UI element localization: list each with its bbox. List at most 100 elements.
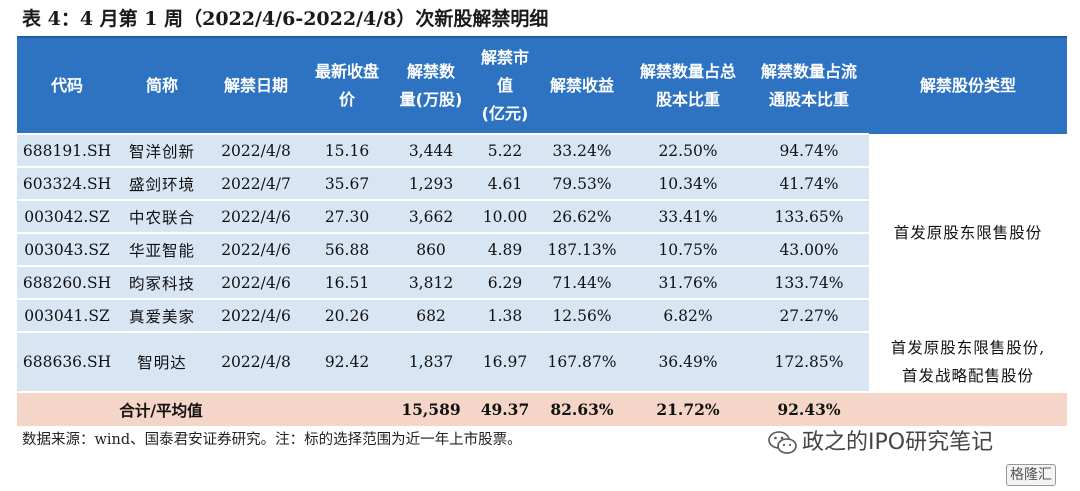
cell-price: 20.26 [305,298,389,332]
gelonghui-badge: 格隆汇 [1006,464,1056,486]
cell-price: 15.16 [305,133,389,167]
cell-gain: 26.62% [537,199,627,233]
column-header: 解禁收益 [537,38,627,134]
table-row: 003041.SZ 真爱美家 2022/4/6 20.26 682 1.38 12.56% 6… [17,298,1067,332]
cell-date: 2022/4/6 [207,232,305,266]
wechat-icon [768,431,797,454]
cell-code: 003043.SZ [17,232,117,266]
cell-total-ratio: 10.75% [627,232,749,266]
source-footnote: 数据来源：wind、国泰君安证券研究。注：标的选择范围为近一年上市股票。 [22,432,522,448]
column-header-line: 简称 [145,75,178,95]
cell-gain: 12.56% [537,298,627,332]
cell-total-ratio: 33.41% [627,199,749,233]
cell-gain: 79.53% [537,166,627,200]
cell-price: 35.67 [305,166,389,200]
total-value: 49.37 [473,391,537,426]
total-empty-cell [869,391,1067,426]
column-header-line: 股本比重 [655,89,720,109]
cell-price: 16.51 [305,265,389,299]
column-header-line: 解禁股份类型 [919,76,1016,95]
cell-price: 27.30 [305,199,389,233]
cell-name: 智明达 [117,331,207,392]
total-gain: 82.63% [537,391,627,426]
cell-shares: 3,812 [389,265,473,299]
column-header-line: 解禁日期 [223,75,288,95]
cell-price: 56.88 [305,232,389,266]
cell-float-ratio: 41.74% [749,166,869,200]
cell-value: 5.22 [473,133,537,167]
column-header: 代码 [17,38,117,134]
column-header-line: 通股本比重 [768,89,849,109]
cell-price: 92.42 [305,331,389,392]
cell-date: 2022/4/6 [207,265,305,299]
cell-code: 688636.SH [17,331,117,392]
cell-name: 华亚智能 [117,232,207,266]
total-shares: 15,589 [389,391,473,426]
table-row: 688260.SH 昀冢科技 2022/4/6 16.51 3,812 6.29 71.44… [17,265,1067,299]
cell-shares: 1,837 [389,331,473,392]
header-row: 代码 简称 解禁日期 最新收盘价解禁数 量(万股) 解禁市值 (亿元) 解禁收益 解禁数量占总股… [17,38,1067,134]
watermark-text: 政之的IPO研究笔记 [802,430,994,455]
cell-shares: 1,293 [389,166,473,200]
column-header-line: 值 [496,75,513,95]
cell-value: 6.29 [473,265,537,299]
cell-code: 603324.SH [17,166,117,200]
cell-name: 中农联合 [117,199,207,233]
column-header-line: 价 [338,89,355,109]
cell-value: 16.97 [473,331,537,392]
total-total-ratio: 21.72% [627,391,749,426]
cell-total-ratio: 31.76% [627,265,749,299]
unlock-table: 代码 简称 解禁日期 最新收盘价解禁数 量(万股) 解禁市值 (亿元) 解禁收益 解禁数量占总股… [17,38,1067,426]
cell-code: 003041.SZ [17,298,117,332]
cell-code: 003042.SZ [17,199,117,233]
unlock-type-line: 首发战略配售股份 [901,366,1034,385]
cell-total-ratio: 22.50% [627,133,749,167]
cell-shares: 3,444 [389,133,473,167]
table-row: 603324.SH 盛剑环境 2022/4/7 35.67 1,293 4.61 79.53… [17,166,1067,200]
table-title: 表 4：4 月第 1 周（2022/4/6-2022/4/8）次新股解禁明细 [22,8,549,30]
cell-code: 688191.SH [17,133,117,167]
total-row: 合计/平均值 15,589 49.37 82.63% 21.72% 92.43% [17,391,1067,426]
column-header-line: 解禁数 [406,61,455,81]
cell-float-ratio: 172.85% [749,331,869,392]
column-header: 简称 [117,38,207,134]
cell-total-ratio: 6.82% [627,298,749,332]
column-header: 解禁股份类型 [869,38,1067,134]
column-header-line: 最新收盘 [314,61,379,81]
title-divider [17,36,1067,38]
column-header-line: 量(万股) [399,89,463,109]
column-header: 解禁日期 [207,38,305,134]
cell-name: 真爱美家 [117,298,207,332]
cell-float-ratio: 133.74% [749,265,869,299]
cell-date: 2022/4/6 [207,199,305,233]
cell-date: 2022/4/7 [207,166,305,200]
cell-float-ratio: 27.27% [749,298,869,332]
cell-date: 2022/4/6 [207,298,305,332]
cell-value: 4.61 [473,166,537,200]
total-empty-cell [305,391,389,426]
cell-gain: 167.87% [537,331,627,392]
column-header: 解禁数量占总 股本比重 [627,38,749,134]
column-header: 解禁数量占流 通股本比重 [749,38,869,134]
cell-gain: 187.13% [537,232,627,266]
column-header-line: 解禁收益 [549,75,614,95]
cell-unlock-type: 首发原股东限售股份, 首发战略配售股份 [869,332,1067,392]
cell-name: 智洋创新 [117,133,207,167]
column-header-line: (亿元) [481,103,529,123]
cell-value: 1.38 [473,298,537,332]
cell-float-ratio: 94.74% [749,133,869,167]
table-row: 003043.SZ 华亚智能 2022/4/6 56.88 860 4.89 187.13%… [17,232,1067,266]
cell-name: 盛剑环境 [117,166,207,200]
column-header-line: 解禁市 [480,47,529,67]
cell-date: 2022/4/8 [207,331,305,392]
cell-shares: 682 [389,298,473,332]
cell-shares: 3,662 [389,199,473,233]
cell-unlock-type: 首发原股东限售股份 [869,134,1067,332]
column-header-line: 解禁数量占总 [639,61,736,81]
wechat-watermark: 政之的IPO研究笔记 [768,424,993,456]
total-label: 合计/平均值 [17,391,305,426]
total-float-ratio: 92.43% [749,391,869,426]
cell-shares: 860 [389,232,473,266]
cell-date: 2022/4/8 [207,133,305,167]
cell-total-ratio: 10.34% [627,166,749,200]
